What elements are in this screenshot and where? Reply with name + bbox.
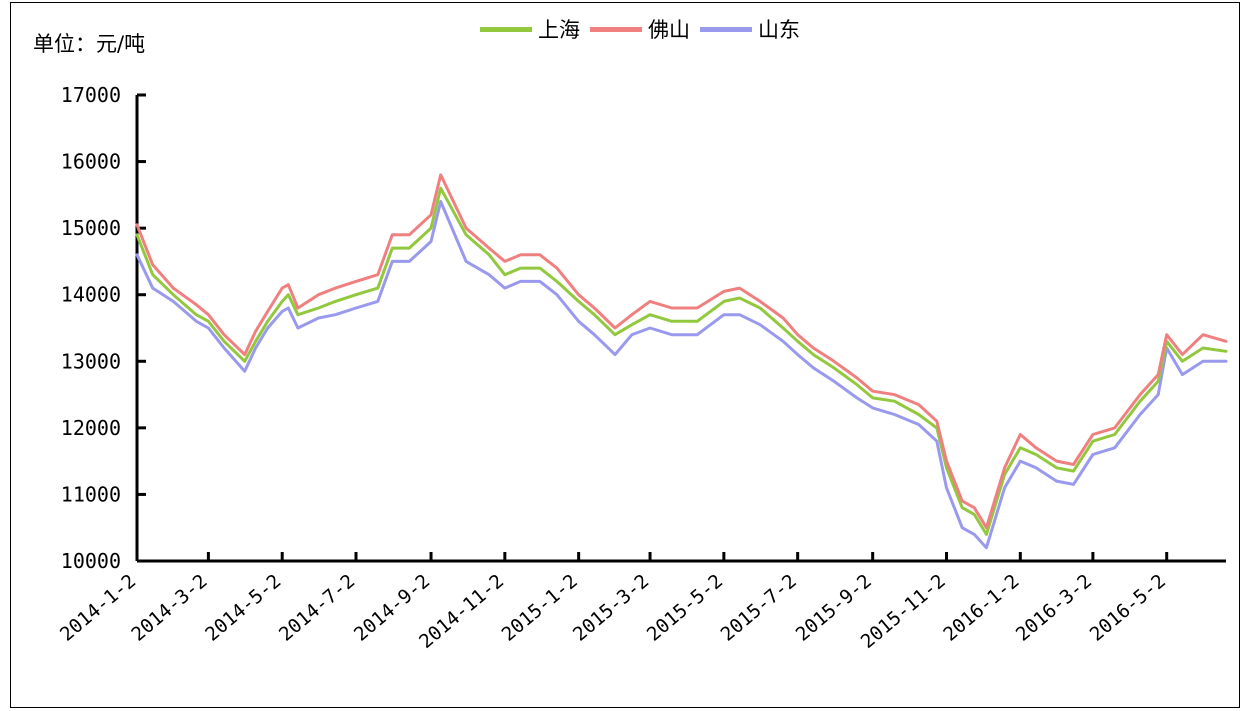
x-tick-label: 2016-1-2 <box>939 570 1023 646</box>
x-tick-label: 2014-1-2 <box>56 570 140 646</box>
x-tick-label: 2014-3-2 <box>127 570 211 646</box>
y-tick-label: 14000 <box>61 283 121 307</box>
legend-label-shandong: 山东 <box>758 18 800 42</box>
legend-item-foshan: 佛山 <box>590 14 690 44</box>
unit-label: 单位：元/吨 <box>33 32 146 56</box>
chart-frame <box>10 2 1240 708</box>
series-line-shandong <box>135 200 1228 550</box>
legend-swatch-shandong <box>700 26 752 32</box>
y-tick-label: 13000 <box>61 349 121 373</box>
series-line-shanghai <box>135 186 1228 536</box>
y-tick-label: 12000 <box>61 416 121 440</box>
y-tick-label: 17000 <box>61 83 121 107</box>
x-tick-label: 2015-7-2 <box>717 570 801 646</box>
legend-swatch-foshan <box>590 26 642 32</box>
series-line-foshan <box>135 173 1228 530</box>
legend-label-shanghai: 上海 <box>538 18 580 42</box>
x-tick-label: 2015-3-2 <box>569 570 653 646</box>
x-tick-label: 2014-7-2 <box>275 570 359 646</box>
x-tick-label: 2016-3-2 <box>1012 570 1096 646</box>
legend-item-shanghai: 上海 <box>480 14 580 44</box>
x-tick-label: 2016-5-2 <box>1086 570 1170 646</box>
y-tick-label: 10000 <box>61 549 121 573</box>
y-tick-label: 15000 <box>61 216 121 240</box>
x-tick-label: 2014-5-2 <box>201 570 285 646</box>
y-tick-label: 16000 <box>61 150 121 174</box>
x-tick-label: 2015-1-2 <box>498 570 582 646</box>
legend-item-shandong: 山东 <box>700 14 800 44</box>
x-tick-label: 2015-5-2 <box>643 570 727 646</box>
y-tick-label: 11000 <box>61 482 121 506</box>
legend: 上海 佛山 山东 <box>480 14 810 44</box>
legend-label-foshan: 佛山 <box>648 18 690 42</box>
legend-swatch-shanghai <box>480 26 532 32</box>
